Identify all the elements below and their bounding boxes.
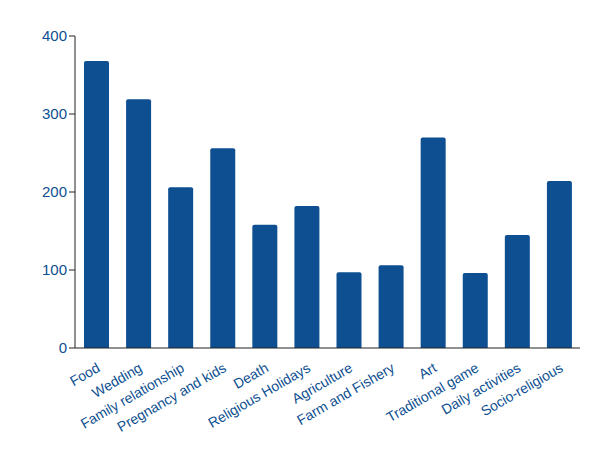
svg-text:Socio-religious: Socio-religious <box>478 359 566 419</box>
svg-text:200: 200 <box>42 183 67 200</box>
svg-text:0: 0 <box>59 339 67 356</box>
svg-text:Family relationship: Family relationship <box>77 359 187 432</box>
svg-text:Agriculture: Agriculture <box>289 359 355 407</box>
svg-text:Traditional game: Traditional game <box>383 359 482 426</box>
svg-text:100: 100 <box>42 261 67 278</box>
svg-text:Art: Art <box>416 359 440 382</box>
svg-text:Religious Holidays: Religious Holidays <box>205 359 313 431</box>
svg-text:400: 400 <box>42 27 67 44</box>
svg-text:300: 300 <box>42 105 67 122</box>
svg-text:Food: Food <box>66 359 103 390</box>
svg-text:Pregnancy and kids: Pregnancy and kids <box>114 359 229 435</box>
svg-text:Death: Death <box>230 359 271 392</box>
svg-text:Wedding: Wedding <box>89 359 145 401</box>
svg-text:Daily activities: Daily activities <box>438 359 524 418</box>
svg-text:Farm and Fishery: Farm and Fishery <box>294 359 397 428</box>
